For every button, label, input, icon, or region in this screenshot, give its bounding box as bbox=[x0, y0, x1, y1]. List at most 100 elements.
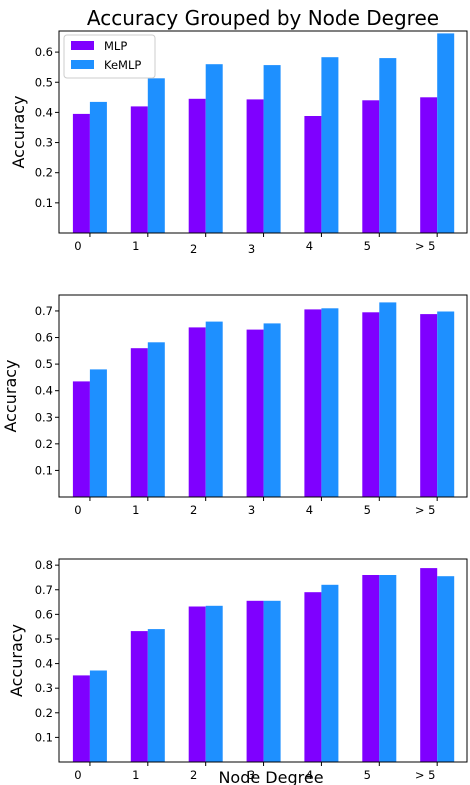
bar-mlp-3-1 bbox=[130, 631, 148, 762]
y-axis-label: Accuracy bbox=[7, 624, 26, 697]
bar-kemlp-2-3 bbox=[263, 323, 281, 497]
y-tick-label: 0.1 bbox=[35, 730, 53, 744]
x-tick-label: 3 bbox=[248, 503, 255, 517]
y-tick-label: 0.7 bbox=[35, 583, 53, 597]
y-tick-label: 0.3 bbox=[35, 410, 53, 424]
bar-mlp-1-5 bbox=[362, 100, 380, 233]
y-tick-label: 0.3 bbox=[35, 136, 53, 150]
x-tick-label: 0 bbox=[74, 239, 81, 253]
bar-kemlp-3-6 bbox=[437, 576, 455, 762]
bar-mlp-2-3 bbox=[246, 329, 264, 497]
y-tick-label: 0.3 bbox=[35, 681, 53, 695]
bar-mlp-2-2 bbox=[188, 327, 206, 497]
bar-mlp-1-1 bbox=[130, 106, 148, 233]
y-tick-label: 0.2 bbox=[35, 166, 53, 180]
bar-kemlp-2-1 bbox=[147, 342, 165, 497]
y-tick-label: 0.6 bbox=[35, 607, 53, 621]
bar-kemlp-1-0 bbox=[89, 101, 107, 234]
bar-mlp-3-0 bbox=[72, 675, 90, 762]
bar-mlp-3-4 bbox=[304, 592, 322, 762]
legend: MLP KeMLP bbox=[63, 34, 156, 79]
chart-panel-2: 0.1 0.2 0.3 0.4 0.5 0.6 0.7 0 1 2 3 4 5 > 5 Accuracy bbox=[1, 294, 468, 517]
legend-label-mlp: MLP bbox=[104, 39, 127, 53]
legend-swatch-mlp bbox=[71, 41, 94, 50]
y-tick-label: 0.4 bbox=[35, 105, 53, 119]
plot-frame-2 bbox=[58, 294, 468, 498]
bar-mlp-3-5 bbox=[362, 575, 380, 762]
bar-kemlp-3-1 bbox=[147, 629, 165, 762]
bar-mlp-1-0 bbox=[72, 113, 90, 233]
x-tick-label: 5 bbox=[364, 239, 371, 253]
x-tick-label: 1 bbox=[132, 768, 139, 782]
legend-swatch-kemlp bbox=[71, 60, 94, 69]
x-tick-label: 2 bbox=[190, 503, 197, 517]
x-tick-label: 4 bbox=[306, 239, 313, 253]
bar-kemlp-1-5 bbox=[379, 58, 397, 233]
bar-kemlp-3-3 bbox=[263, 600, 281, 762]
bar-kemlp-2-0 bbox=[89, 369, 107, 497]
y-tick-label: 0.7 bbox=[35, 304, 53, 318]
bar-kemlp-3-4 bbox=[321, 584, 339, 762]
x-tick-label: 1 bbox=[132, 239, 139, 253]
bar-mlp-3-3 bbox=[246, 600, 264, 762]
y-tick-label: 0.2 bbox=[35, 706, 53, 720]
plot-frame-1 bbox=[58, 30, 468, 234]
bar-kemlp-1-3 bbox=[263, 65, 281, 233]
y-tick-label: 0.2 bbox=[35, 437, 53, 451]
bar-kemlp-2-5 bbox=[379, 302, 397, 497]
bar-kemlp-1-1 bbox=[147, 78, 165, 233]
bar-mlp-1-2 bbox=[188, 98, 206, 233]
bar-mlp-2-5 bbox=[362, 312, 380, 497]
bar-mlp-3-2 bbox=[188, 606, 206, 762]
x-tick-label: 2 bbox=[190, 242, 197, 256]
chart-panel-1: 0.1 0.2 0.3 0.4 0.5 0.6 0 1 2 3 4 5 > 5 Accuracy MLP Ke… bbox=[9, 30, 468, 256]
bar-kemlp-2-2 bbox=[205, 321, 223, 497]
x-tick-label: 4 bbox=[306, 768, 313, 782]
x-tick-label: > 5 bbox=[415, 503, 436, 517]
x-axis-label: Node Degree bbox=[218, 768, 323, 785]
x-tick-label: > 5 bbox=[415, 768, 436, 782]
bar-kemlp-3-5 bbox=[379, 575, 397, 762]
y-tick-label: 0.6 bbox=[35, 331, 53, 345]
bar-kemlp-1-2 bbox=[205, 64, 223, 233]
x-tick-label: > 5 bbox=[415, 239, 436, 253]
y-tick-label: 0.5 bbox=[35, 632, 53, 646]
x-tick-label: 0 bbox=[74, 768, 81, 782]
x-tick-label: 3 bbox=[248, 768, 255, 782]
x-tick-label: 4 bbox=[306, 503, 313, 517]
x-tick-label: 0 bbox=[74, 503, 81, 517]
y-tick-label: 0.1 bbox=[35, 463, 53, 477]
y-axis-label: Accuracy bbox=[9, 95, 28, 168]
y-tick-label: 0.4 bbox=[35, 384, 53, 398]
bar-mlp-1-6 bbox=[420, 97, 438, 233]
x-tick-label: 3 bbox=[248, 242, 255, 256]
legend-label-kemlp: KeMLP bbox=[104, 58, 141, 72]
y-tick-label: 0.4 bbox=[35, 657, 53, 671]
bar-mlp-3-6 bbox=[420, 568, 438, 762]
y-tick-label: 0.1 bbox=[35, 196, 53, 210]
figure-title: Accuracy Grouped by Node Degree bbox=[87, 6, 439, 30]
bar-mlp-2-6 bbox=[420, 314, 438, 497]
bar-kemlp-1-4 bbox=[321, 57, 339, 234]
y-tick-label: 0.8 bbox=[35, 558, 53, 572]
bar-mlp-2-0 bbox=[72, 381, 90, 497]
x-tick-label: 5 bbox=[364, 503, 371, 517]
bar-kemlp-1-6 bbox=[437, 33, 455, 234]
bar-kemlp-3-0 bbox=[89, 670, 107, 762]
chart-panel-3: 0.1 0.2 0.3 0.4 0.5 0.6 0.7 0.8 0 1 2 3 4 5 > 5 Accurac… bbox=[7, 558, 468, 782]
bar-kemlp-2-6 bbox=[437, 311, 455, 497]
y-axis-label: Accuracy bbox=[1, 359, 20, 432]
bar-mlp-1-3 bbox=[246, 99, 264, 234]
x-tick-label: 2 bbox=[190, 768, 197, 782]
x-tick-label: 1 bbox=[132, 503, 139, 517]
y-tick-label: 0.5 bbox=[35, 357, 53, 371]
bar-mlp-2-1 bbox=[130, 348, 148, 497]
bar-kemlp-2-4 bbox=[321, 308, 339, 497]
y-tick-label: 0.6 bbox=[35, 45, 53, 59]
y-tick-label: 0.5 bbox=[35, 75, 53, 89]
bar-mlp-1-4 bbox=[304, 116, 322, 233]
plot-frame-3 bbox=[58, 558, 468, 763]
bar-mlp-2-4 bbox=[304, 309, 322, 497]
x-tick-label: 5 bbox=[364, 768, 371, 782]
